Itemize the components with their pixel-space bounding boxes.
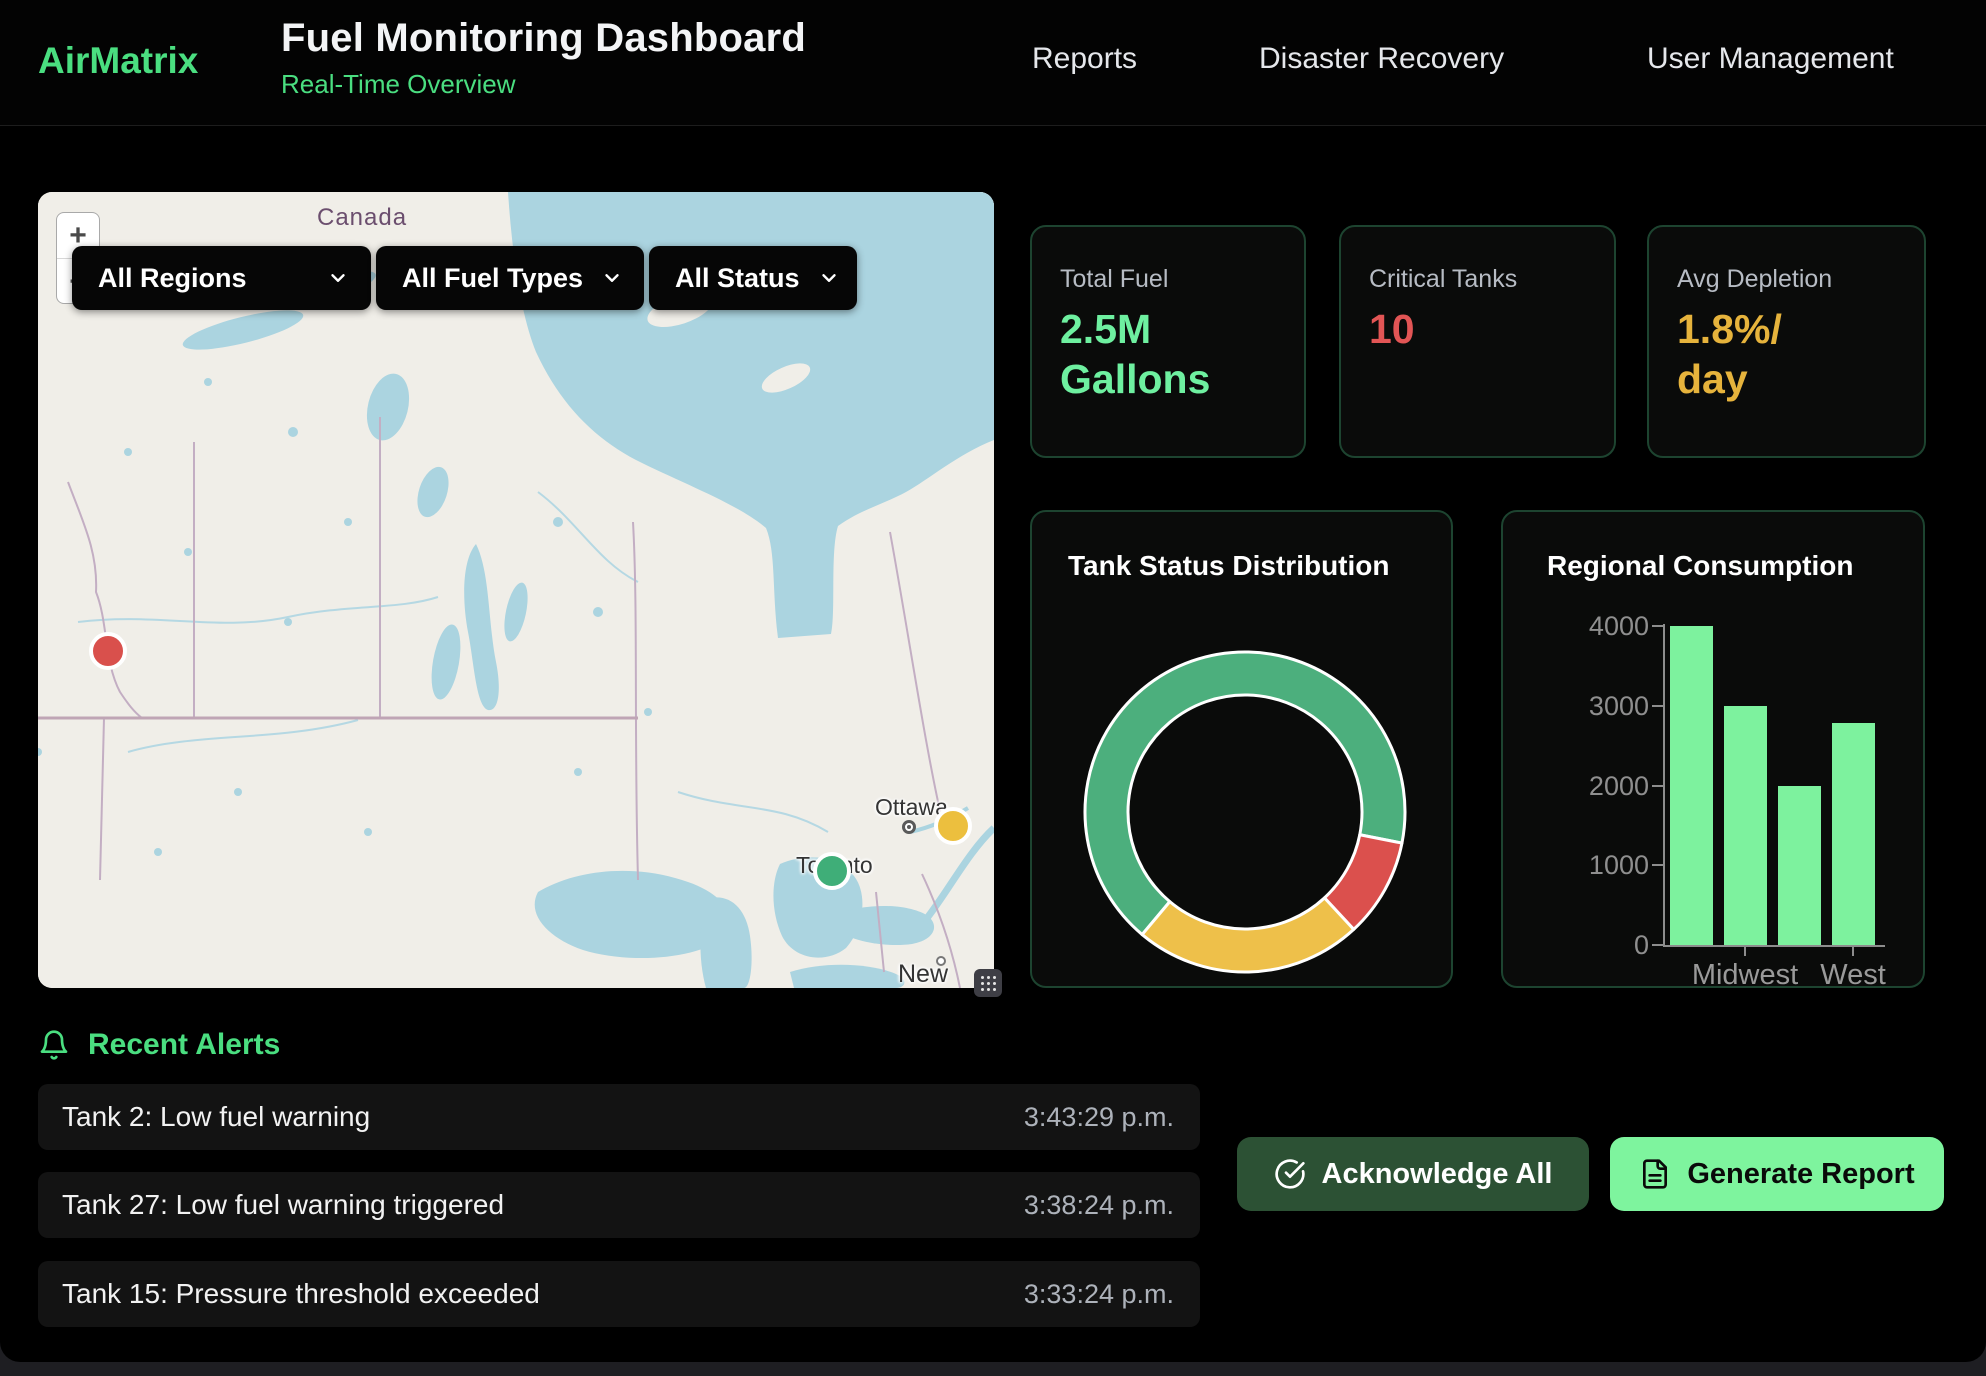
- stat-value: 2.5M Gallons: [1060, 306, 1211, 403]
- bell-icon: [40, 1030, 68, 1060]
- document-icon: [1643, 1159, 1668, 1189]
- filter-fuel-types-select[interactable]: All Fuel Types: [376, 246, 644, 310]
- alerts-title: Recent Alerts: [88, 1028, 281, 1061]
- filter-regions-select[interactable]: All Regions: [72, 246, 371, 310]
- alert-message: Tank 2: Low fuel warning: [62, 1101, 371, 1132]
- chevron-down-icon: [605, 274, 619, 282]
- alert-row[interactable]: Tank 27: Low fuel warning triggered 3:38…: [38, 1172, 1200, 1238]
- page-title: Fuel Monitoring Dashboard: [281, 16, 806, 60]
- filter-fuel-value: All Fuel Types: [402, 262, 584, 293]
- alert-message: Tank 15: Pressure threshold exceeded: [62, 1278, 540, 1309]
- y-axis: [1663, 624, 1665, 947]
- bar-2[interactable]: [1778, 785, 1821, 945]
- title-block: Fuel Monitoring Dashboard Real-Time Over…: [281, 16, 806, 100]
- y-tick-label: 3000: [1588, 690, 1649, 721]
- bar-3[interactable]: [1832, 723, 1875, 945]
- tank-marker-critical[interactable]: [89, 632, 127, 670]
- acknowledge-all-button[interactable]: Acknowledge All: [1237, 1137, 1589, 1211]
- y-tick-mark: [1652, 625, 1663, 627]
- y-tick-label: 4000: [1588, 611, 1649, 641]
- nav-reports[interactable]: Reports: [1032, 42, 1138, 75]
- x-tick-label: Midwest: [1691, 959, 1799, 991]
- donut-chart[interactable]: [1032, 512, 1455, 990]
- map-canvas[interactable]: Canada Ottawa Toronto New York + − All R…: [38, 192, 994, 988]
- x-tick-mark: [1852, 947, 1854, 956]
- alerts-header: Recent Alerts: [38, 1028, 280, 1062]
- donut-segment-normal[interactable]: [1083, 650, 1407, 937]
- donut-chart-title: Tank Status Distribution: [1068, 550, 1390, 581]
- map-filters: All Regions All Fuel Types All Status: [72, 246, 857, 310]
- y-tick-mark: [1652, 704, 1663, 707]
- y-tick-mark: [1652, 864, 1663, 867]
- bar-chart-title: Regional Consumption: [1547, 550, 1854, 581]
- stat-label: Critical Tanks: [1369, 265, 1518, 293]
- check-circle-icon: [1274, 1159, 1305, 1189]
- alert-message: Tank 27: Low fuel warning triggered: [62, 1189, 505, 1220]
- stat-card-critical-tanks: Critical Tanks 10: [1339, 225, 1616, 458]
- y-tick-label: 1000: [1588, 850, 1649, 881]
- tank-marker-normal[interactable]: [813, 852, 851, 890]
- filter-status-value: All Status: [675, 262, 800, 293]
- alert-row[interactable]: Tank 15: Pressure threshold exceeded 3:3…: [38, 1261, 1200, 1327]
- y-tick-label: 0: [1633, 930, 1649, 960]
- alert-row[interactable]: Tank 2: Low fuel warning 3:43:29 p.m.: [38, 1084, 1200, 1150]
- zoom-in-button[interactable]: +: [69, 218, 87, 252]
- brand-logo[interactable]: AirMatrix: [38, 40, 199, 81]
- map-label-canada: Canada: [317, 204, 408, 231]
- page-subtitle: Real-Time Overview: [281, 69, 516, 99]
- chevron-down-icon: [821, 274, 836, 282]
- nav-user-management[interactable]: User Management: [1647, 42, 1894, 75]
- bar-0[interactable]: [1670, 626, 1713, 945]
- filter-regions-value: All Regions: [98, 262, 247, 293]
- stat-value: 1.8%/ day: [1677, 306, 1782, 403]
- y-tick-mark: [1652, 944, 1663, 946]
- y-tick-mark: [1652, 784, 1663, 787]
- bar-1[interactable]: [1724, 705, 1767, 945]
- regional-consumption-card: Regional Consumption 0 1000 2000 3000 4000 Mi…: [1501, 510, 1925, 991]
- app-header: AirMatrix Fuel Monitoring Dashboard Real…: [0, 0, 1986, 126]
- generate-report-button[interactable]: Generate Report: [1610, 1137, 1944, 1211]
- tank-status-distribution-card: Tank Status Distribution: [1030, 510, 1453, 988]
- map-resize-handle[interactable]: [974, 969, 1002, 997]
- stat-card-total-fuel: Total Fuel 2.5M Gallons: [1030, 225, 1306, 458]
- chevron-down-icon: [331, 274, 345, 282]
- filter-status-select[interactable]: All Status: [649, 246, 857, 310]
- x-axis: [1663, 945, 1885, 947]
- stat-card-avg-depletion: Avg Depletion 1.8%/ day: [1647, 225, 1926, 458]
- map-panel: Canada Ottawa Toronto New York + − All R…: [38, 192, 1002, 997]
- x-tick-mark: [1744, 947, 1746, 956]
- map-geography: [38, 192, 994, 988]
- x-tick-label: West: [1820, 959, 1886, 991]
- ottawa-town-icon: [902, 820, 916, 834]
- tank-marker-warning[interactable]: [934, 807, 972, 845]
- nav-disaster-recovery[interactable]: Disaster Recovery: [1259, 42, 1505, 75]
- generate-report-label: Generate Report: [1687, 1157, 1915, 1190]
- alert-timestamp: 3:43:29 p.m.: [1023, 1101, 1174, 1132]
- stat-value: 10: [1369, 306, 1415, 352]
- stat-label: Total Fuel: [1060, 265, 1169, 293]
- donut-segment-warning[interactable]: [1140, 896, 1356, 974]
- y-tick-label: 2000: [1588, 770, 1649, 801]
- newyork-town-icon: [936, 956, 946, 966]
- alert-timestamp: 3:33:24 p.m.: [1023, 1278, 1174, 1309]
- alert-timestamp: 3:38:24 p.m.: [1023, 1189, 1174, 1220]
- stat-label: Avg Depletion: [1677, 265, 1833, 293]
- acknowledge-all-label: Acknowledge All: [1321, 1157, 1553, 1190]
